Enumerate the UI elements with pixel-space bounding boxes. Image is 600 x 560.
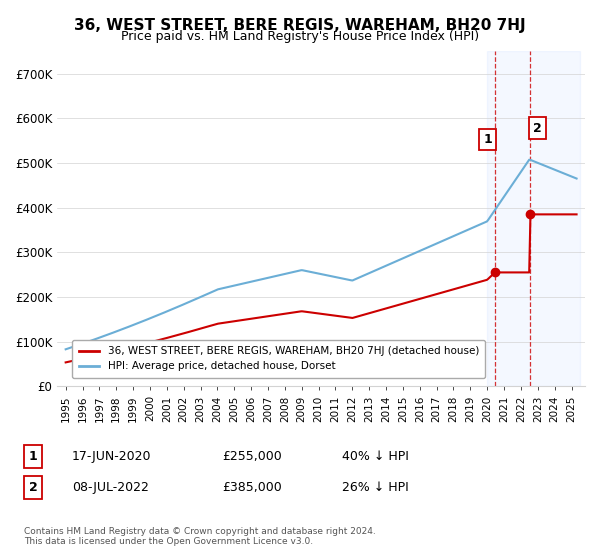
Text: 1: 1 — [29, 450, 37, 463]
Text: 2: 2 — [29, 480, 37, 494]
Text: Contains HM Land Registry data © Crown copyright and database right 2024.
This d: Contains HM Land Registry data © Crown c… — [24, 526, 376, 546]
Text: 2: 2 — [533, 122, 542, 135]
Text: £385,000: £385,000 — [222, 480, 282, 494]
Text: Price paid vs. HM Land Registry's House Price Index (HPI): Price paid vs. HM Land Registry's House … — [121, 30, 479, 43]
Text: 36, WEST STREET, BERE REGIS, WAREHAM, BH20 7HJ: 36, WEST STREET, BERE REGIS, WAREHAM, BH… — [74, 18, 526, 33]
Text: £255,000: £255,000 — [222, 450, 282, 463]
Text: 40% ↓ HPI: 40% ↓ HPI — [342, 450, 409, 463]
Legend: 36, WEST STREET, BERE REGIS, WAREHAM, BH20 7HJ (detached house), HPI: Average pr: 36, WEST STREET, BERE REGIS, WAREHAM, BH… — [73, 340, 485, 377]
Text: 26% ↓ HPI: 26% ↓ HPI — [342, 480, 409, 494]
Bar — [487, 52, 580, 386]
Text: 17-JUN-2020: 17-JUN-2020 — [72, 450, 151, 463]
Text: 1: 1 — [483, 133, 492, 146]
Text: 08-JUL-2022: 08-JUL-2022 — [72, 480, 149, 494]
